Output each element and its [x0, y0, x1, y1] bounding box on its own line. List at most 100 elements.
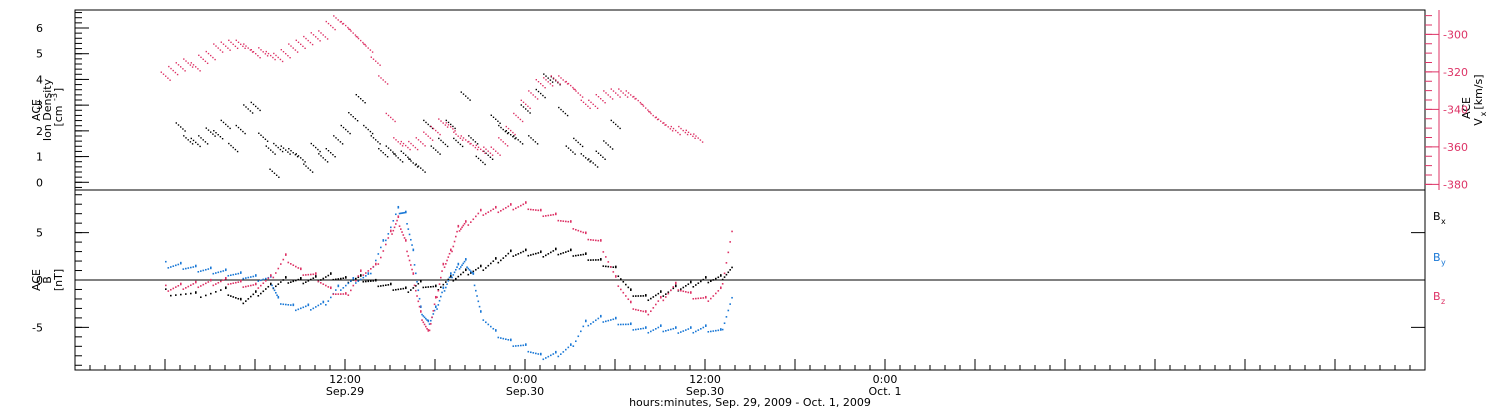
density-point [324, 159, 327, 161]
density-point [210, 131, 212, 133]
velocity-point [654, 116, 657, 119]
b-field-point-by [442, 286, 445, 289]
density-point [200, 137, 202, 139]
velocity-point [490, 146, 492, 148]
velocity-point [468, 140, 470, 143]
b-field-point-bx [300, 278, 302, 280]
b-field-point-bx [227, 294, 230, 296]
b-field-point-bz [255, 282, 257, 285]
b-field-point-bz [477, 212, 480, 215]
top-panel-frame [74, 9, 1426, 191]
b-field-point-bz [590, 239, 592, 241]
b-field-point-bx [270, 282, 272, 285]
b-field-point-bx [360, 275, 362, 277]
b-field-point-bx [700, 280, 702, 283]
velocity-point [686, 133, 689, 136]
b-field-point-by [365, 275, 367, 277]
b-field-point-by [401, 212, 403, 214]
velocity-point [567, 82, 570, 85]
velocity-point [202, 58, 204, 61]
b-field-point-by [340, 289, 342, 291]
density-point [385, 145, 387, 147]
b-field-point-bx [240, 298, 242, 301]
b-field-point-bz [270, 275, 272, 277]
b-field-point-by [200, 270, 202, 272]
b-field-point-bz [422, 321, 425, 324]
velocity-point [457, 135, 459, 137]
velocity-point [289, 57, 291, 59]
b-field-point-by [507, 339, 510, 341]
b-field-point-by [490, 325, 492, 328]
density-point [260, 134, 262, 136]
velocity-point [204, 60, 207, 63]
b-field-point-by [416, 281, 418, 283]
b-field-point-by [570, 343, 572, 345]
density-point [594, 164, 597, 166]
density-point [452, 125, 454, 128]
b-field-point-bx [662, 295, 665, 297]
velocity-point [467, 141, 469, 143]
b-field-point-bz [452, 245, 455, 248]
b-field-point-by [721, 328, 724, 331]
velocity-point [474, 146, 477, 149]
velocity-point [285, 53, 287, 55]
b-field-point-bx [705, 277, 707, 279]
b-field-point-by [582, 325, 585, 328]
b-field-point-bx [195, 292, 197, 294]
b-field-point-by [335, 289, 337, 291]
b-field-point-by [587, 324, 590, 327]
velocity-point [206, 62, 209, 65]
b-field-point-bz [560, 220, 562, 222]
velocity-point [318, 30, 320, 32]
b-field-point-by [360, 278, 362, 281]
tick-marks [74, 10, 1440, 370]
b-field-point-bz [220, 280, 222, 283]
b-field-point-bx [710, 280, 712, 283]
velocity-point [270, 54, 272, 57]
velocity-point [228, 39, 230, 42]
b-field-point-bx [417, 282, 420, 285]
density-point [185, 137, 187, 139]
density-point [604, 158, 606, 160]
velocity-point [517, 116, 519, 119]
b-field-point-bx [600, 258, 602, 260]
velocity-point [410, 142, 412, 145]
velocity-point [409, 148, 411, 151]
b-field-point-by [485, 321, 487, 324]
density-point [244, 132, 246, 135]
velocity-point [401, 145, 404, 147]
b-field-point-bx [510, 250, 512, 253]
b-field-point-bz [398, 225, 401, 227]
density-point [266, 140, 269, 142]
b-field-point-bz [418, 305, 421, 308]
b-field-point-by [572, 345, 575, 347]
b-field-point-bz [497, 211, 500, 214]
b-field-point-bz [165, 284, 167, 287]
b-field-point-bz [632, 308, 635, 310]
velocity-point [562, 79, 564, 81]
b-field-point-bz [615, 275, 617, 277]
b-field-point-by [453, 271, 456, 274]
b-field-point-bx [705, 276, 707, 278]
density-point [505, 130, 507, 132]
b-field-point-by [402, 212, 405, 214]
b-field-point-by [435, 306, 437, 309]
b-field-point-bx [602, 265, 605, 267]
density-point [414, 164, 417, 166]
b-field-point-by [677, 332, 680, 334]
b-field-point-by [466, 266, 468, 269]
b-field-point-by [405, 210, 407, 213]
velocity-point [424, 145, 426, 147]
velocity-point [649, 111, 651, 113]
b-field-point-bz [550, 214, 552, 216]
b-field-point-by [456, 266, 458, 268]
density-point [347, 130, 349, 133]
b-field-point-bx [695, 284, 697, 286]
b-field-point-bz [425, 325, 427, 328]
b-field-point-bx [565, 251, 567, 253]
b-field-point-bx [322, 277, 325, 280]
velocity-point [652, 114, 654, 117]
density-point [500, 126, 502, 129]
b-field-point-bx [500, 259, 502, 262]
b-field-point-by [630, 323, 632, 326]
